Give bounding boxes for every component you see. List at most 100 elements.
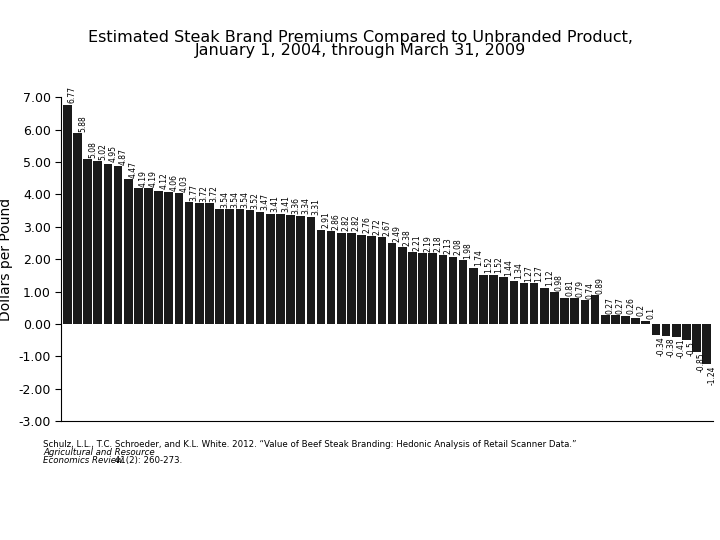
Text: 4.19: 4.19 <box>149 170 158 187</box>
Bar <box>520 283 528 324</box>
Bar <box>347 233 356 324</box>
Text: 3.72: 3.72 <box>199 185 209 202</box>
Text: 4.06: 4.06 <box>169 174 179 191</box>
Bar <box>225 210 234 324</box>
Bar <box>682 324 690 340</box>
Bar <box>540 288 549 324</box>
Bar <box>185 202 194 324</box>
Text: 3.47: 3.47 <box>261 193 269 210</box>
Bar <box>337 233 346 324</box>
Bar <box>510 281 518 324</box>
Text: -0.38: -0.38 <box>667 338 675 357</box>
Text: 2.91: 2.91 <box>322 212 330 228</box>
Bar <box>327 231 336 324</box>
Text: Agricultural and Resource: Agricultural and Resource <box>43 448 155 457</box>
Text: 0.89: 0.89 <box>595 277 605 294</box>
Bar <box>195 204 204 324</box>
Text: 4.12: 4.12 <box>159 172 168 189</box>
Text: 3.36: 3.36 <box>291 197 300 214</box>
Text: 2.67: 2.67 <box>382 219 392 236</box>
Bar <box>662 324 670 336</box>
Text: Schulz, L.L., T.C. Schroeder, and K.L. White. 2012. “Value of Beef Steak Brandin: Schulz, L.L., T.C. Schroeder, and K.L. W… <box>43 440 577 449</box>
Text: -0.5: -0.5 <box>687 341 696 356</box>
Bar <box>428 253 437 324</box>
Text: 3.34: 3.34 <box>301 198 310 214</box>
Text: 2.82: 2.82 <box>352 215 361 231</box>
Bar <box>611 315 620 324</box>
Text: 2.21: 2.21 <box>413 234 422 251</box>
Bar <box>205 204 214 324</box>
Text: 4.95: 4.95 <box>109 145 117 163</box>
Text: -0.34: -0.34 <box>657 336 665 356</box>
Text: 2.13: 2.13 <box>444 237 452 254</box>
Bar <box>307 217 315 324</box>
Bar <box>154 191 163 324</box>
Bar <box>703 324 711 364</box>
Text: 0.2: 0.2 <box>636 304 645 316</box>
Bar <box>469 268 477 324</box>
Bar <box>144 188 153 324</box>
Text: 0.74: 0.74 <box>585 282 595 299</box>
Bar <box>377 238 386 324</box>
Bar <box>530 283 539 324</box>
Bar <box>388 244 397 324</box>
Text: 1.98: 1.98 <box>464 242 472 259</box>
Text: 3.41: 3.41 <box>271 195 280 212</box>
Text: 1.27: 1.27 <box>535 265 544 281</box>
Text: 2.76: 2.76 <box>362 217 371 233</box>
Bar <box>652 324 660 335</box>
Bar <box>672 324 680 338</box>
Text: 5.02: 5.02 <box>98 143 107 160</box>
Text: 2.49: 2.49 <box>392 225 402 242</box>
Text: 0.27: 0.27 <box>616 297 625 314</box>
Text: 3.54: 3.54 <box>230 191 239 208</box>
Bar <box>500 278 508 324</box>
Bar <box>590 295 599 324</box>
Text: 41(2): 260-273.: 41(2): 260-273. <box>112 456 182 465</box>
Text: 1.34: 1.34 <box>514 262 523 279</box>
Text: 2.72: 2.72 <box>372 218 382 234</box>
Text: 0.79: 0.79 <box>575 280 584 297</box>
Bar <box>63 105 71 324</box>
Text: January 1, 2004, through March 31, 2009: January 1, 2004, through March 31, 2009 <box>194 43 526 58</box>
Bar <box>570 299 579 324</box>
Bar <box>580 300 589 324</box>
Bar <box>692 324 701 352</box>
Text: Econ 337, Spring 2013: Econ 337, Spring 2013 <box>18 518 160 531</box>
Text: Economics Review: Economics Review <box>43 456 123 465</box>
Text: 5.88: 5.88 <box>78 116 87 132</box>
Bar <box>287 215 295 324</box>
Bar <box>175 193 184 324</box>
Bar <box>560 298 569 324</box>
Text: 3.41: 3.41 <box>281 195 290 212</box>
Bar <box>479 275 487 324</box>
Bar <box>642 321 650 324</box>
Text: 3.52: 3.52 <box>251 192 259 208</box>
Text: 4.19: 4.19 <box>139 170 148 187</box>
Text: 2.19: 2.19 <box>423 235 432 252</box>
Text: 1.52: 1.52 <box>484 256 493 273</box>
Text: 1.27: 1.27 <box>525 265 534 281</box>
Bar <box>256 212 264 324</box>
Text: 3.54: 3.54 <box>240 191 249 208</box>
Bar <box>104 164 112 324</box>
Y-axis label: Dollars per Pound: Dollars per Pound <box>0 198 13 321</box>
Bar <box>235 210 244 324</box>
Text: 3.77: 3.77 <box>189 184 199 200</box>
Bar <box>550 292 559 324</box>
Bar <box>398 247 407 324</box>
Text: 0.26: 0.26 <box>626 298 635 314</box>
Bar <box>408 252 417 324</box>
Text: 2.82: 2.82 <box>342 215 351 231</box>
Text: 6.77: 6.77 <box>68 86 77 103</box>
Text: 0.27: 0.27 <box>606 297 615 314</box>
Text: 1.74: 1.74 <box>474 249 483 266</box>
Text: 1.12: 1.12 <box>545 270 554 286</box>
Bar <box>601 315 610 324</box>
Bar <box>164 192 173 324</box>
Text: 0.81: 0.81 <box>565 280 574 296</box>
Text: 4.03: 4.03 <box>179 175 189 192</box>
Bar <box>357 234 366 324</box>
Bar <box>134 188 143 324</box>
Text: 3.54: 3.54 <box>220 191 229 208</box>
